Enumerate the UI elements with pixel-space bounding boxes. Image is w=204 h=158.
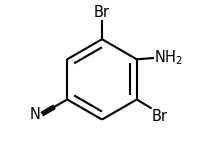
Text: Br: Br <box>151 109 167 124</box>
Text: NH$_2$: NH$_2$ <box>154 49 183 67</box>
Text: N: N <box>30 107 41 122</box>
Text: Br: Br <box>94 5 110 20</box>
